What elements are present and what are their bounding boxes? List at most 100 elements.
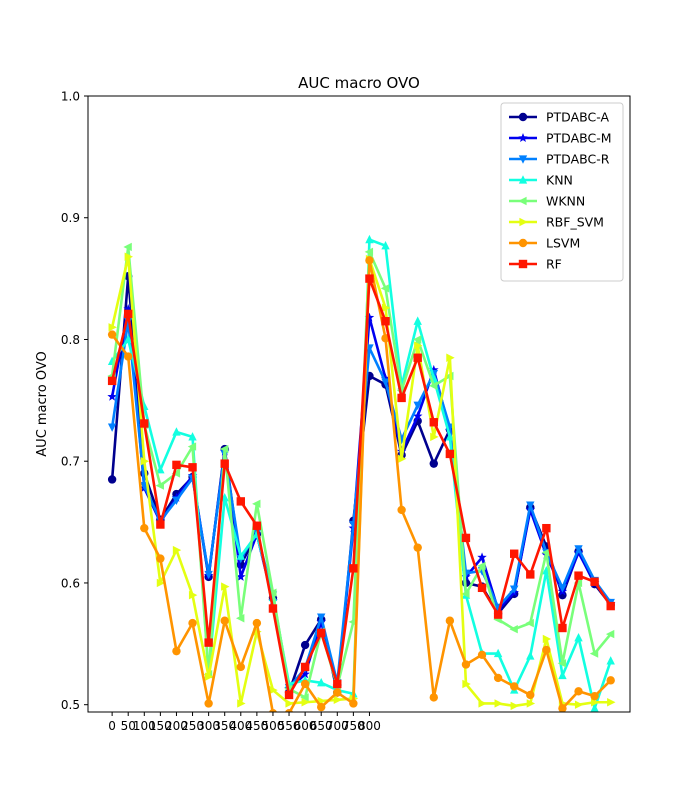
data-point-lsvm [542,645,551,655]
data-point-lsvm [220,616,229,625]
data-point-rf [220,459,229,468]
data-point-rf [429,418,438,427]
data-point-ptdabc-m [123,304,133,314]
data-point-rf [188,463,197,472]
data-point-knn [558,670,567,680]
legend-marker-ptdabc-m [518,133,528,143]
data-point-ptdabc-r [317,613,326,622]
data-point-rf [493,610,503,619]
legend-marker-rbf-svm [519,217,528,227]
data-point-rf [413,353,422,362]
x-tick-label: 500 [262,719,285,733]
data-point-rf [284,690,294,700]
data-point-lsvm [445,616,455,625]
data-point-wknn [123,242,132,252]
y-tick-label: 0.9 [61,211,80,225]
data-point-ptdabc-r [107,423,117,432]
data-point-rbf-svm [172,545,182,555]
x-tick-label: 650 [310,719,333,733]
x-tick-label: 100 [133,719,156,733]
x-tick-label: 450 [245,719,268,733]
data-point-wknn [300,693,309,702]
data-point-rf [252,521,262,530]
axes: 0.50.60.70.80.91.00 501001502002503003504… [61,90,631,733]
data-point-ptdabc-r [172,496,181,505]
x-tick-label: 600 [294,719,317,733]
data-point-rf [542,523,551,533]
legend-entry-rf: RF [509,257,562,272]
series-group [107,234,616,712]
data-point-ptdabc-m [412,411,423,421]
data-point-wknn [171,469,181,478]
legend: PTDABC-A PTDABC-M PTDABC-R KNN WKNN RBF_SVM LS… [500,102,624,282]
data-point-rf [172,460,181,470]
legend-label-rbf-svm: RBF_SVM [546,215,604,230]
data-point-rf [477,583,487,593]
data-point-lsvm [349,699,358,708]
data-point-lsvm [140,523,149,533]
x-tick-label: 250 [181,719,204,733]
data-point-lsvm [461,660,471,669]
legend-label-ptdabc-a: PTDABC-A [546,110,609,125]
data-point-wknn [525,618,534,628]
data-point-lsvm [252,618,262,628]
data-point-ptdabc-m [300,669,310,679]
x-tick-label: 550 [278,719,301,733]
data-point-knn [236,551,245,560]
data-point-lsvm [188,618,197,628]
data-point-rbf-svm [574,700,584,709]
data-point-rf [461,533,471,543]
data-point-ptdabc-a [107,475,117,484]
legend-entry-ptdabc-a: PTDABC-A [509,110,609,125]
data-point-lsvm [558,704,567,712]
data-point-rbf-svm [494,699,503,708]
legend-marker-knn [518,175,528,184]
data-point-wknn [187,442,197,451]
data-point-ptdabc-r [526,501,535,510]
data-point-rf [333,679,342,689]
data-point-knn [381,240,390,250]
data-point-rbf-svm [478,699,487,708]
data-point-lsvm [429,693,438,702]
legend-entry-rbf-svm: RBF_SVM [509,215,604,230]
data-point-ptdabc-m [429,364,439,374]
data-point-wknn [573,578,583,588]
legend-entry-lsvm: LSVM [509,236,580,251]
data-point-lsvm [526,690,535,700]
data-point-wknn [380,284,390,293]
data-point-knn [156,464,165,474]
legend-label-knn: KNN [546,173,573,188]
series-rf [107,274,615,700]
data-point-lsvm [477,650,487,659]
x-tick-label: 300 [197,719,220,733]
legend-marker-wknn [518,196,527,206]
data-point-rbf-svm [381,303,391,313]
data-point-wknn [461,589,470,599]
legend-entry-wknn: WKNN [509,194,585,209]
data-point-rbf-svm [333,695,343,705]
x-tick-label: 150 [149,719,172,733]
data-point-wknn [477,561,486,571]
data-point-lsvm [172,646,181,656]
data-point-rbf-svm [269,685,278,695]
data-point-wknn [428,381,438,390]
data-point-rf [107,376,117,386]
x-tick-label: 200 [165,719,188,733]
data-point-lsvm [317,702,326,712]
legend-label-rf: RF [546,257,562,272]
data-point-ptdabc-a [300,640,310,650]
data-point-wknn [219,444,229,454]
data-point-rf [365,274,374,283]
y-tick-label: 0.5 [61,698,80,712]
data-point-lsvm [365,256,374,265]
data-point-rbf-svm [156,578,166,588]
data-point-rf [300,662,310,672]
data-point-rbf-svm [205,672,214,681]
data-point-rf [236,497,245,506]
data-point-lsvm [236,662,245,672]
data-point-lsvm [333,688,342,697]
data-point-ptdabc-r [204,570,213,580]
data-point-rf [381,317,390,326]
data-point-lsvm [124,352,133,361]
data-point-wknn [557,659,567,668]
